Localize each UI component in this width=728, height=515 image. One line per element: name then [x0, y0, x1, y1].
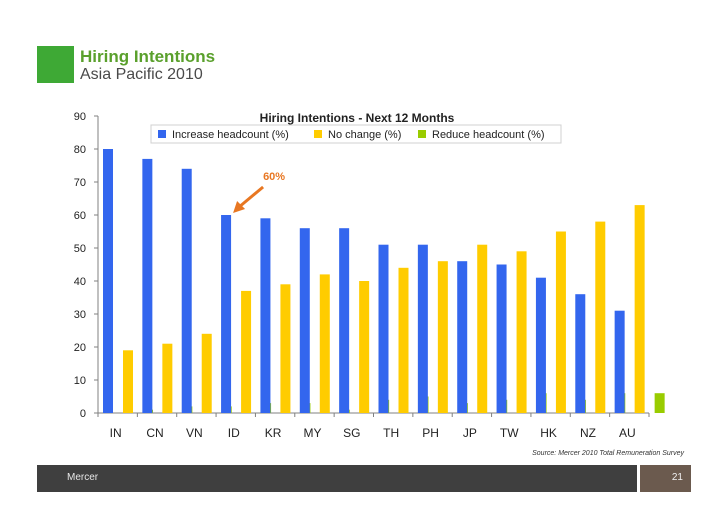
annotation-arrow-shaft	[238, 185, 265, 209]
y-tick-label: 40	[74, 276, 86, 288]
bar-th-series-1	[378, 244, 389, 413]
accent-square	[37, 46, 74, 83]
legend-label: No change (%)	[328, 129, 401, 141]
bar-in-series-1	[103, 149, 113, 413]
bar-cn-series-1	[142, 158, 153, 413]
legend-swatch	[418, 130, 426, 138]
bar-jp-series-1	[457, 261, 468, 413]
x-tick-label: SG	[343, 426, 360, 440]
bar-vn-series-1	[181, 168, 192, 413]
bar-ph-series-2	[437, 261, 448, 413]
bar-kr-series-1	[260, 218, 271, 413]
bar-jp-series-2	[477, 244, 488, 413]
x-tick-label: NZ	[580, 426, 596, 440]
x-tick-label: VN	[186, 426, 203, 440]
x-tick-label: TH	[383, 426, 399, 440]
x-tick-label: CN	[146, 426, 163, 440]
x-tick-label: JP	[463, 426, 477, 440]
y-tick-label: 30	[74, 309, 86, 321]
bar-ph-series-1	[417, 244, 428, 413]
slide-title: Hiring Intentions	[80, 47, 216, 66]
bar-kr-series-2	[280, 284, 291, 413]
page-number-box: 21	[640, 465, 691, 492]
x-tick-label: KR	[265, 426, 282, 440]
bar-my-series-1	[299, 228, 310, 413]
y-tick-label: 10	[74, 375, 86, 387]
y-tick-label: 90	[74, 111, 86, 123]
slide-subtitle: Asia Pacific 2010	[80, 66, 203, 83]
bar-sg-series-1	[339, 228, 350, 413]
y-tick-label: 80	[74, 144, 86, 156]
annotation-label: 60%	[263, 171, 285, 183]
x-tick-label: IN	[110, 426, 122, 440]
bar-nz-series-1	[575, 294, 586, 413]
y-tick-label: 20	[74, 342, 86, 354]
x-tick-label: ID	[228, 426, 240, 440]
legend-label: Reduce headcount (%)	[432, 129, 545, 141]
bar-nz-series-2	[595, 221, 606, 413]
legend-label: Increase headcount (%)	[172, 129, 289, 141]
y-tick-label: 60	[74, 210, 86, 222]
bar-hk-series-1	[535, 277, 546, 413]
annotation-arrow-head	[233, 201, 246, 213]
y-tick-label: 0	[80, 408, 86, 420]
bar-sg-series-2	[359, 281, 370, 413]
bar-cn-series-2	[162, 343, 173, 413]
x-tick-label: MY	[303, 426, 321, 440]
x-tick-label: PH	[422, 426, 439, 440]
bar-id-series-1	[221, 215, 232, 413]
bar-in-series-2	[123, 350, 133, 413]
page-number: 21	[671, 472, 683, 483]
bar-hk-series-2	[555, 231, 566, 413]
legend-box	[150, 124, 562, 144]
footer-label: Mercer	[67, 472, 99, 483]
legend-swatch	[158, 130, 166, 138]
bar-id-series-2	[241, 290, 252, 413]
bar-tw-series-1	[496, 264, 507, 413]
y-tick-label: 50	[74, 243, 86, 255]
bar-au-series-1	[614, 310, 625, 413]
x-tick-label: HK	[540, 426, 557, 440]
bar-au-series-2	[634, 205, 645, 413]
legend-swatch	[314, 130, 322, 138]
y-tick-label: 70	[74, 177, 86, 189]
bar-tw-series-2	[516, 251, 527, 413]
chart-title: Hiring Intentions - Next 12 Months	[260, 111, 455, 125]
source-note: Source: Mercer 2010 Total Remuneration S…	[532, 450, 684, 457]
x-tick-label: AU	[619, 426, 636, 440]
bar-au-series-3	[654, 393, 665, 413]
x-tick-label: TW	[500, 426, 519, 440]
bar-vn-series-2	[201, 333, 212, 413]
bar-my-series-2	[319, 274, 330, 413]
bar-th-series-2	[398, 267, 409, 413]
footer-bar: Mercer	[37, 465, 637, 492]
